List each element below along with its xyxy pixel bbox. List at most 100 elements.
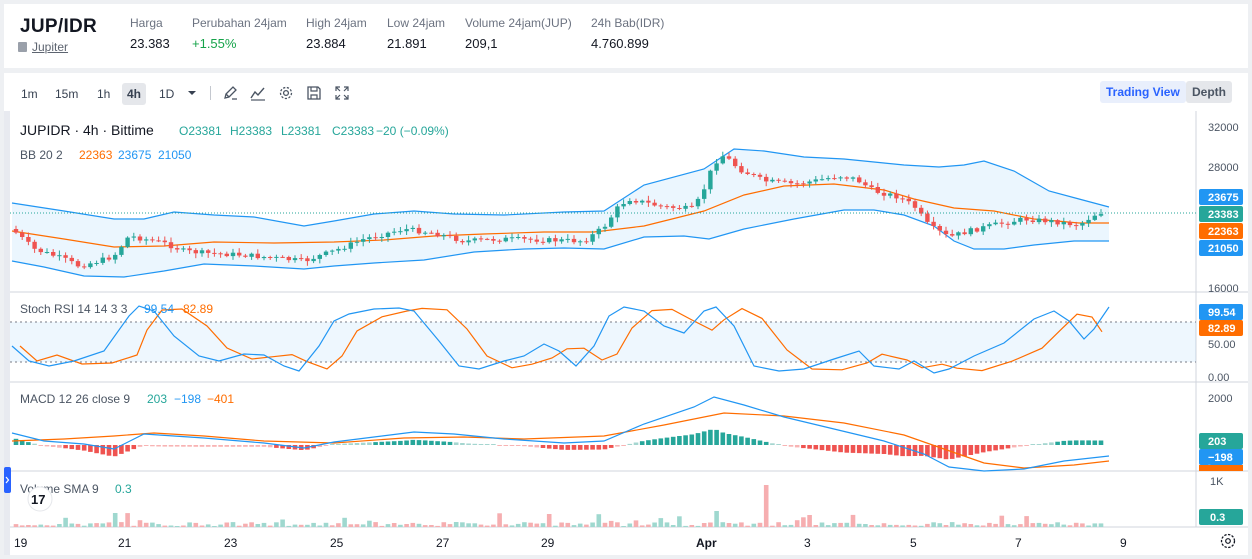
pencil-icon[interactable] <box>222 85 238 101</box>
gear-icon[interactable] <box>278 85 294 101</box>
volume-bar <box>918 525 924 527</box>
time-axis-label: 23 <box>224 536 238 550</box>
volume-bar <box>540 523 546 527</box>
candle-body <box>832 178 837 180</box>
volume-bar <box>720 522 726 527</box>
volume-bar <box>249 522 254 527</box>
macd-histogram-bar <box>937 445 943 459</box>
macd-histogram-bar <box>987 445 992 452</box>
timeframe-1m[interactable]: 1m <box>21 87 38 101</box>
volume-bar <box>44 525 50 527</box>
volume-bar <box>429 525 434 527</box>
time-axis-label: 29 <box>541 536 555 550</box>
timeframe-1d[interactable]: 1D <box>159 87 175 101</box>
time-axis-label: 5 <box>910 536 917 550</box>
volume-bar <box>1005 524 1011 527</box>
candle-body <box>925 213 930 222</box>
candle-body <box>454 235 459 241</box>
candle-body <box>299 258 304 260</box>
price-tag-lower <box>1199 240 1243 256</box>
macd-histogram-bar <box>602 445 608 450</box>
macd-legend-label: MACD 12 26 close 9 <box>20 392 130 406</box>
timeframe-15m[interactable]: 15m <box>55 87 79 101</box>
candle-body <box>869 185 874 187</box>
candle-body <box>987 224 992 227</box>
candle-body <box>782 180 787 182</box>
volume-bar <box>887 524 893 527</box>
macd-histogram-bar <box>367 442 372 445</box>
save-icon[interactable] <box>306 85 322 101</box>
candle-body <box>274 256 279 258</box>
candle-body <box>416 227 422 234</box>
macd-histogram-bar <box>1061 440 1067 445</box>
macd-histogram-bar <box>497 445 502 446</box>
volume-bar <box>1092 523 1098 527</box>
macd-histogram-bar <box>515 445 521 446</box>
macd-histogram-bar <box>422 440 428 445</box>
volume-bar <box>63 517 68 527</box>
candle-body <box>937 226 942 231</box>
volume-bar <box>460 522 465 527</box>
volume-bar <box>695 525 701 527</box>
macd-histogram-bar <box>683 435 688 445</box>
candle-body <box>677 208 682 209</box>
volume-bar <box>329 525 335 527</box>
candle-body <box>584 241 589 243</box>
volume-bar <box>379 525 385 527</box>
macd-histogram-bar <box>584 445 589 450</box>
macd-histogram-bar <box>81 445 87 451</box>
chevron-down-icon[interactable] <box>186 87 198 99</box>
candle-body <box>640 200 645 203</box>
volume-bar <box>875 525 881 527</box>
fullscreen-icon[interactable] <box>334 85 350 101</box>
macd-histogram-bar <box>726 434 732 445</box>
candle-body <box>795 183 800 185</box>
macd-histogram-bar <box>894 445 899 456</box>
macd-histogram-bar <box>974 445 980 454</box>
volume-bar <box>701 523 707 527</box>
macd-line <box>11 396 1110 472</box>
volume-bar <box>472 523 478 527</box>
depth-tab[interactable]: Depth <box>1186 81 1232 103</box>
candle-body <box>726 156 732 159</box>
macd-histogram-bar <box>788 445 794 447</box>
macd-histogram-bar <box>596 445 602 450</box>
timeframe-1h[interactable]: 1h <box>97 87 111 101</box>
ticker-header: JUP/IDR Jupiter Harga 23.383 Perubahan 2… <box>4 4 1248 68</box>
stat-high: High 24jam 23.884 <box>306 16 367 51</box>
chart-settings-icon[interactable] <box>1220 533 1236 549</box>
volume-bar <box>50 525 56 527</box>
volume-bar <box>844 522 850 527</box>
time-axis-label: 19 <box>14 536 28 550</box>
candle-body <box>857 177 862 183</box>
macd-histogram-bar <box>336 443 341 445</box>
volume-bar <box>156 524 161 527</box>
volume-bar <box>788 524 794 527</box>
macd-tag-hist <box>1199 433 1243 449</box>
volume-bar <box>646 524 651 527</box>
price-chart[interactable]: JUPIDR · 4h · Bittime O23381 H23383 L233… <box>4 111 1248 555</box>
macd-histogram-bar <box>410 439 416 445</box>
chart-toolbar: 1m 15m 1h 4h 1D Trading View Depth <box>4 73 1248 111</box>
candle-body <box>516 237 521 238</box>
candle-body <box>540 241 546 243</box>
trading-view-tab[interactable]: Trading View <box>1100 81 1186 103</box>
timeframe-4h[interactable]: 4h <box>122 83 147 105</box>
volume-bar <box>1049 524 1054 527</box>
candle-body <box>714 163 719 171</box>
volume-bar <box>522 522 527 527</box>
coin-name-link[interactable]: Jupiter <box>32 40 69 54</box>
collapse-panel-button[interactable] <box>4 467 11 493</box>
macd-histogram-bar <box>819 445 825 451</box>
candle-body <box>900 198 905 200</box>
volume-bar <box>776 522 781 527</box>
volume-bar <box>850 514 856 527</box>
macd-histogram-bar <box>44 445 50 447</box>
candle-body <box>478 238 484 240</box>
macd-histogram-bar <box>658 438 664 445</box>
indicators-icon[interactable] <box>250 85 266 101</box>
tradingview-logo <box>27 486 53 512</box>
candle-body <box>330 250 335 252</box>
candle-body <box>919 207 924 214</box>
candle-body <box>993 222 998 225</box>
